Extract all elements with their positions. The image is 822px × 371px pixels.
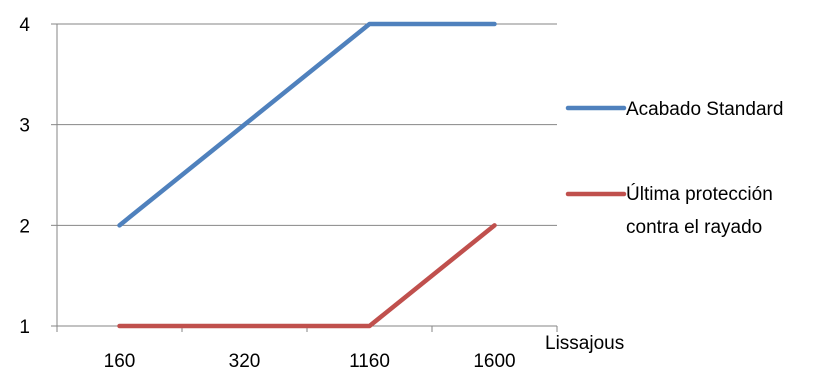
legend-label: Acabado Standard — [626, 99, 783, 120]
x-tick-label: 160 — [104, 351, 136, 371]
series-line-0 — [117, 21, 497, 228]
x-tick-label: 320 — [229, 351, 261, 371]
series-line-1 — [117, 223, 497, 329]
legend: Acabado Standard Última protección contra … — [565, 99, 783, 238]
series-lines — [117, 21, 497, 329]
y-tick-label: 1 — [19, 317, 30, 338]
legend-label: Última protección — [626, 183, 773, 205]
y-tick-label: 4 — [19, 15, 30, 36]
legend-label: contra el rayado — [626, 217, 762, 238]
x-tick-label: 1600 — [473, 351, 515, 371]
tick-labels: 1 2 3 4 160 320 1160 1600 — [19, 15, 515, 371]
gridlines — [57, 23, 557, 226]
x-axis-label: Lissajous — [545, 333, 624, 354]
axes — [51, 23, 558, 332]
y-tick-label: 3 — [19, 116, 30, 137]
x-tick-label: 1160 — [349, 351, 390, 371]
y-tick-label: 2 — [19, 216, 30, 237]
